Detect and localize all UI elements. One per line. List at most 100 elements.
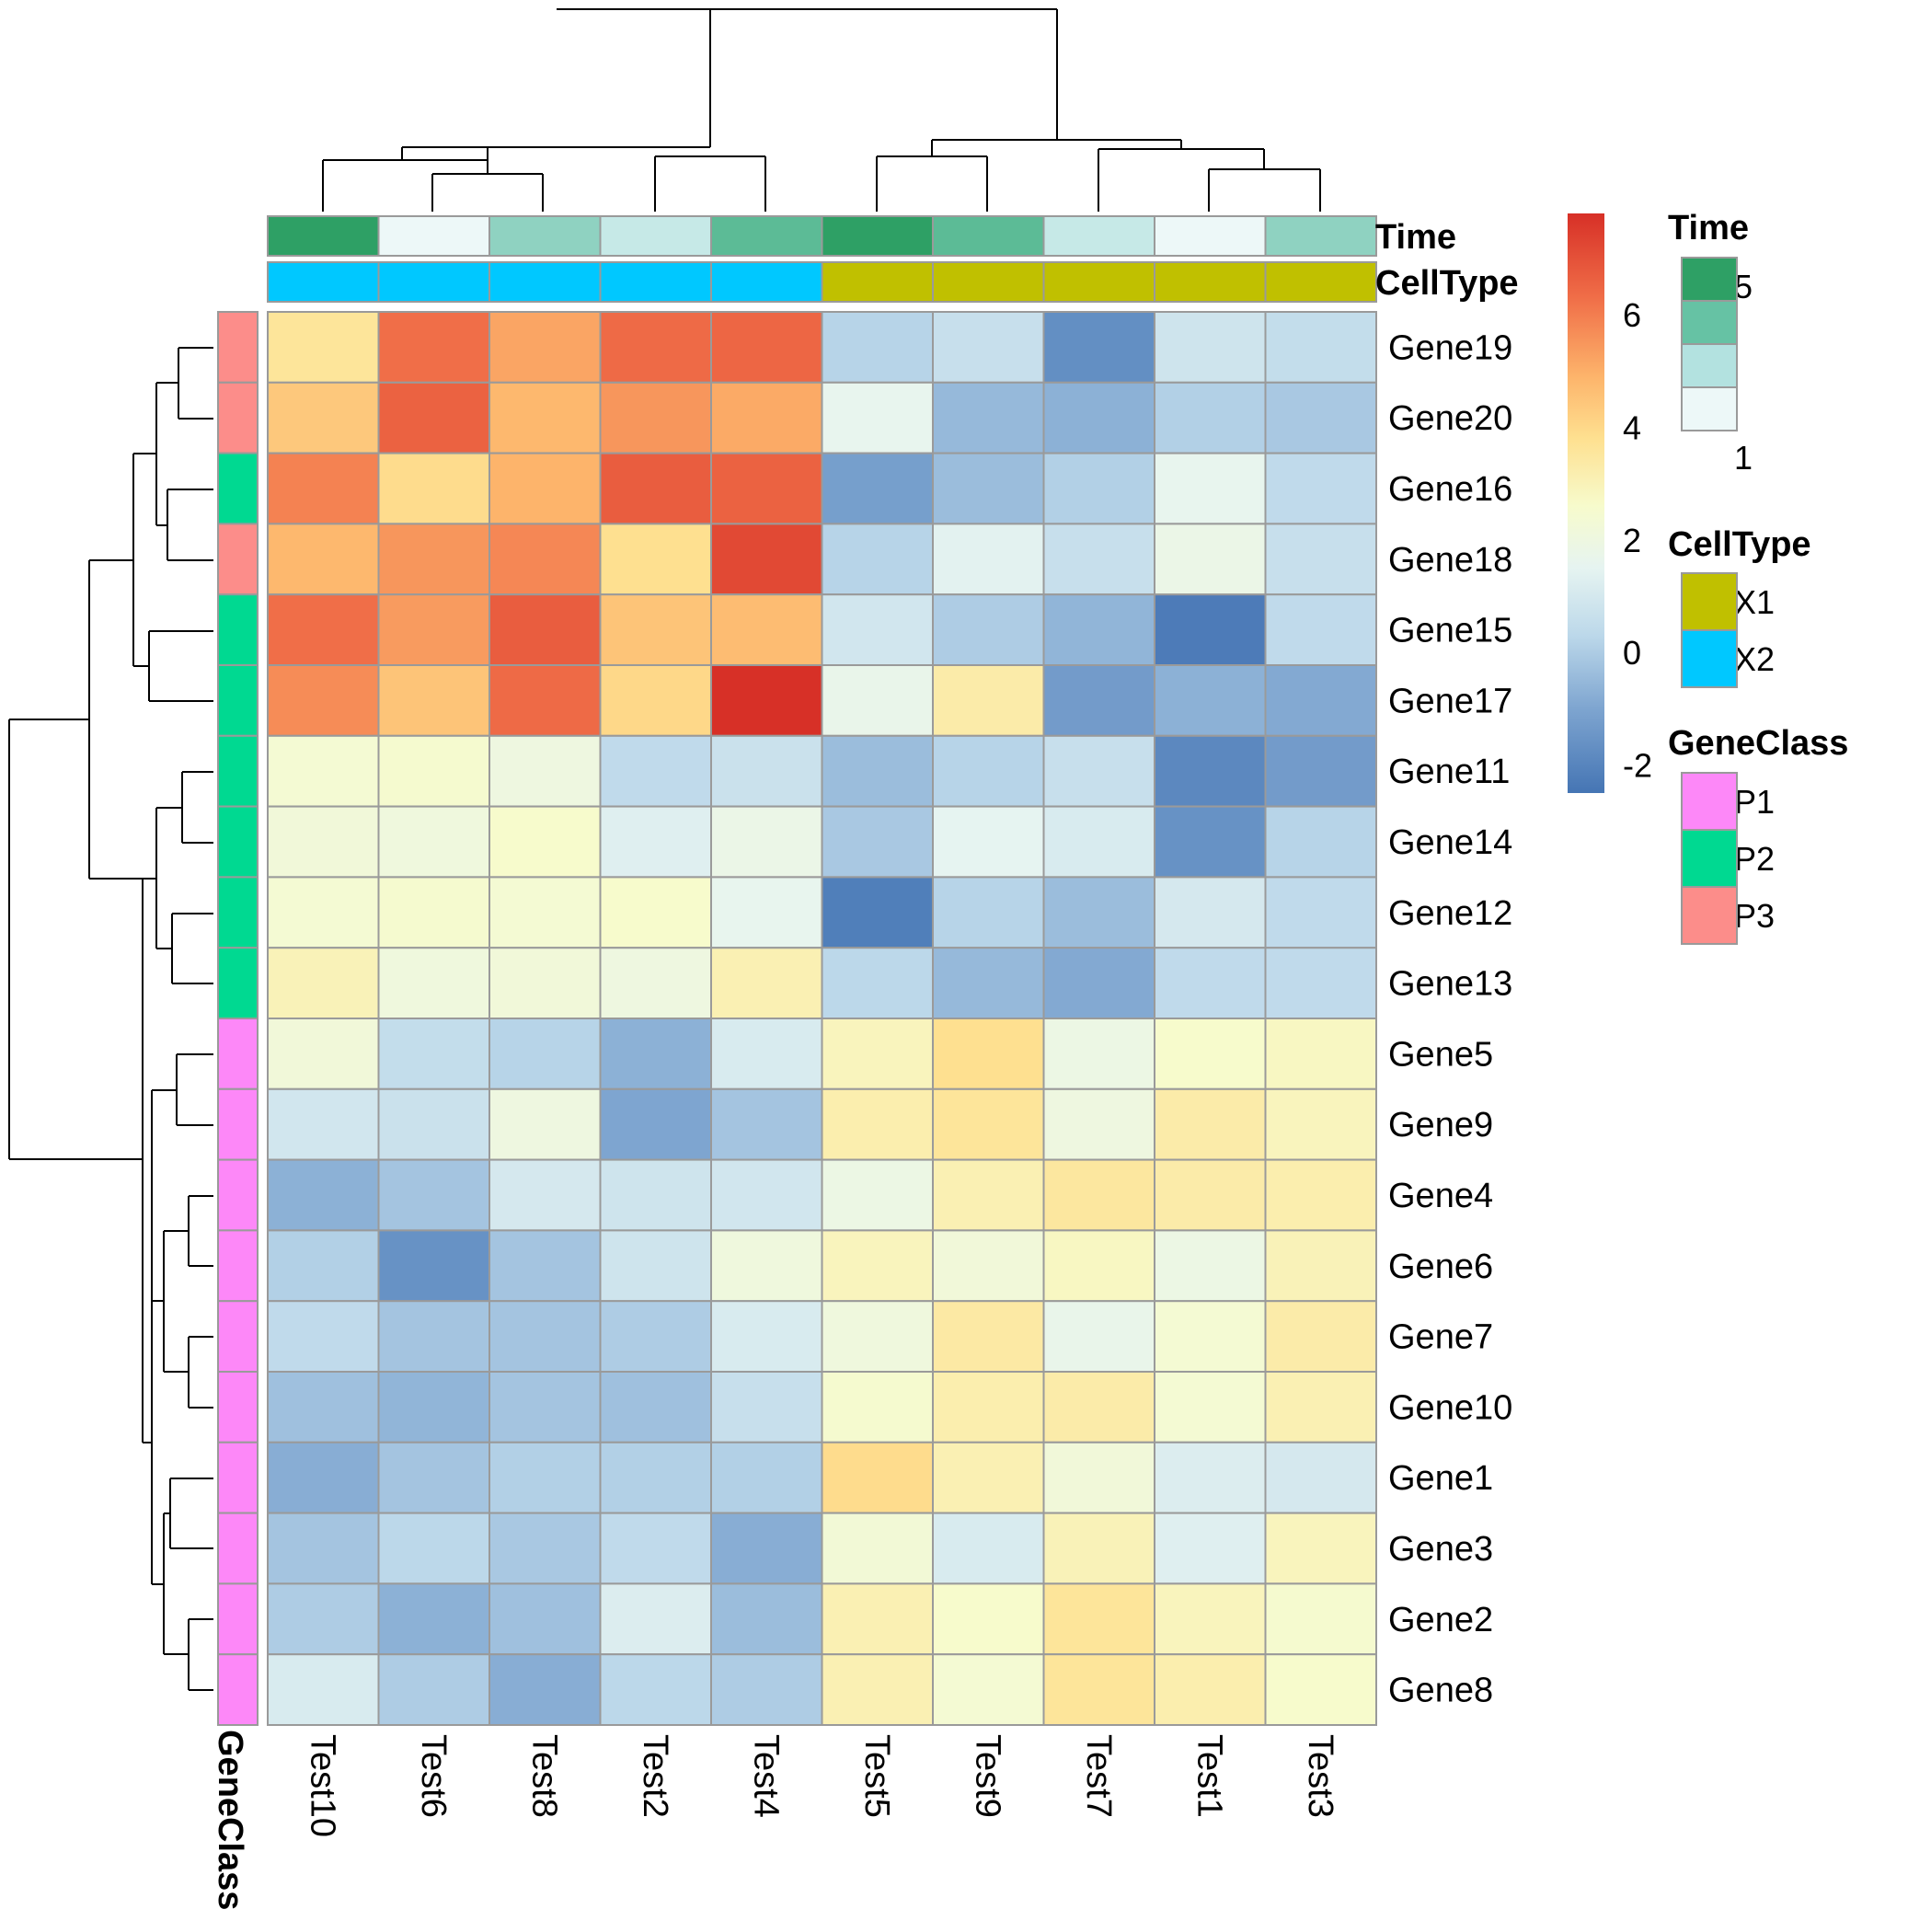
heatmap-cell-gene5-test7: [1042, 1018, 1155, 1090]
heatmap-cell-gene12-test1: [1154, 876, 1267, 949]
heatmap-cell-gene12-test10: [267, 876, 380, 949]
heatmap-cell-gene10-test6: [377, 1371, 490, 1443]
geneclass-annotation-cell: [217, 734, 259, 808]
column-label-test6: Test6: [414, 1734, 453, 1818]
heatmap-cell-gene6-test3: [1264, 1229, 1377, 1303]
heatmap-cell-gene10-test4: [710, 1371, 823, 1443]
heatmap-cell-gene16-test4: [710, 452, 823, 525]
heatmap-cell-gene14-test6: [377, 805, 490, 879]
heatmap-cell-gene20-test6: [377, 381, 490, 454]
heatmap-cell-gene6-test2: [599, 1229, 712, 1303]
heatmap-cell-gene1-test3: [1264, 1441, 1377, 1514]
row-label-gene9: Gene9: [1388, 1106, 1493, 1144]
heatmap-cell-gene17-test5: [821, 664, 934, 737]
heatmap-cell-gene12-test7: [1042, 876, 1155, 949]
column-label-test8: Test8: [524, 1734, 563, 1818]
time-annotation-cell: [1154, 215, 1267, 257]
heatmap-cell-gene19-test6: [377, 311, 490, 384]
heatmap-cell-gene14-test2: [599, 805, 712, 879]
heatmap-cell-gene9-test8: [488, 1087, 602, 1161]
heatmap-cell-gene18-test8: [488, 523, 602, 596]
heatmap-cell-gene18-test4: [710, 523, 823, 596]
heatmap-cell-gene4-test2: [599, 1158, 712, 1232]
heatmap-cell-gene3-test6: [377, 1512, 490, 1585]
geneclass-annotation-cell: [217, 1087, 259, 1161]
time-annotation-cell: [599, 215, 712, 257]
geneclass-annotation-cell: [217, 1441, 259, 1514]
color-scale-tick-label: 2: [1623, 522, 1641, 559]
column-label-test3: Test3: [1301, 1734, 1339, 1818]
heatmap-cell-gene17-test2: [599, 664, 712, 737]
celltype-annotation-cell: [932, 261, 1045, 303]
heatmap-cell-gene11-test10: [267, 734, 380, 808]
heatmap-cell-gene14-test3: [1264, 805, 1377, 879]
row-labels: Gene19 Gene20 Gene16 Gene18 Gene15 Gene17 Gene…: [1388, 328, 1512, 1709]
heatmap-cell-gene7-test7: [1042, 1300, 1155, 1373]
heatmap-cell-gene2-test9: [932, 1582, 1045, 1656]
heatmap-cell-gene1-test1: [1154, 1441, 1267, 1514]
heatmap-cell-gene10-test7: [1042, 1371, 1155, 1443]
heatmap-cell-gene1-test8: [488, 1441, 602, 1514]
heatmap-cell-gene11-test2: [599, 734, 712, 808]
heatmap-cell-gene15-test4: [710, 593, 823, 667]
row-label-gene13: Gene13: [1388, 965, 1512, 1004]
heatmap-cell-gene20-test1: [1154, 381, 1267, 454]
heatmap-cell-gene8-test6: [377, 1653, 490, 1726]
heatmap-cell-gene3-test9: [932, 1512, 1045, 1585]
row-label-gene19: Gene19: [1388, 328, 1512, 367]
heatmap-cell-gene5-test8: [488, 1018, 602, 1090]
heatmap-cell-gene1-test5: [821, 1441, 934, 1514]
heatmap-cell-gene7-test4: [710, 1300, 823, 1373]
heatmap-cell-gene8-test9: [932, 1653, 1045, 1726]
annotation-labels: Time CellType GeneClass: [211, 218, 1519, 1910]
heatmap-cell-gene1-test7: [1042, 1441, 1155, 1514]
heatmap-cell-gene11-test6: [377, 734, 490, 808]
time-legend-swatch: [1681, 300, 1738, 345]
celltype-annotation-cell: [1154, 261, 1267, 303]
heatmap-cell-gene20-test4: [710, 381, 823, 454]
geneclass-legend-swatch-p3: [1681, 886, 1738, 945]
row-dendrogram: [8, 347, 213, 1691]
heatmap-cell-gene16-test6: [377, 452, 490, 525]
heatmap-cell-gene17-test8: [488, 664, 602, 737]
heatmap-cell-gene6-test5: [821, 1229, 934, 1303]
heatmap-cell-gene20-test5: [821, 381, 934, 454]
heatmap-cell-gene10-test3: [1264, 1371, 1377, 1443]
heatmap-cell-gene16-test1: [1154, 452, 1267, 525]
row-label-gene11: Gene11: [1388, 753, 1510, 791]
heatmap-cell-gene15-test7: [1042, 593, 1155, 667]
heatmap-cell-gene7-test9: [932, 1300, 1045, 1373]
heatmap-cell-gene5-test4: [710, 1018, 823, 1090]
heatmap-cell-gene5-test9: [932, 1018, 1045, 1090]
geneclass-legend-label-p1: P1: [1734, 783, 1775, 821]
geneclass-annotation-cell: [217, 1371, 259, 1443]
heatmap-cell-gene7-test1: [1154, 1300, 1267, 1373]
celltype-legend-title: CellType: [1668, 525, 1811, 564]
heatmap-cell-gene5-test5: [821, 1018, 934, 1090]
celltype-annotation-cell: [1042, 261, 1155, 303]
celltype-annotation-cell: [821, 261, 934, 303]
row-label-gene16: Gene16: [1388, 470, 1512, 509]
heatmap-cell-gene15-test6: [377, 593, 490, 667]
heatmap-cell-gene7-test6: [377, 1300, 490, 1373]
color-scale-tick-label: -2: [1623, 746, 1652, 784]
celltype-legend-swatch-x1: [1681, 572, 1738, 631]
heatmap-cell-gene11-test5: [821, 734, 934, 808]
heatmap-cell-gene4-test9: [932, 1158, 1045, 1232]
heatmap-cell-gene11-test4: [710, 734, 823, 808]
row-label-gene5: Gene5: [1388, 1035, 1493, 1074]
geneclass-annotation-cell: [217, 1653, 259, 1726]
heatmap-cell-gene17-test10: [267, 664, 380, 737]
geneclass-legend-label-p3: P3: [1734, 897, 1775, 935]
celltype-annotation-label: CellType: [1375, 264, 1519, 303]
heatmap-cell-gene17-test7: [1042, 664, 1155, 737]
column-label-test2: Test2: [636, 1734, 674, 1818]
heatmap-cell-gene16-test3: [1264, 452, 1377, 525]
heatmap-cell-gene14-test7: [1042, 805, 1155, 879]
heatmap-cell-gene3-test5: [821, 1512, 934, 1585]
heatmap-cell-gene1-test9: [932, 1441, 1045, 1514]
heatmap-cell-gene4-test6: [377, 1158, 490, 1232]
heatmap-cell-gene17-test4: [710, 664, 823, 737]
column-dendrogram: [322, 8, 1321, 212]
heatmap-cell-gene2-test7: [1042, 1582, 1155, 1656]
